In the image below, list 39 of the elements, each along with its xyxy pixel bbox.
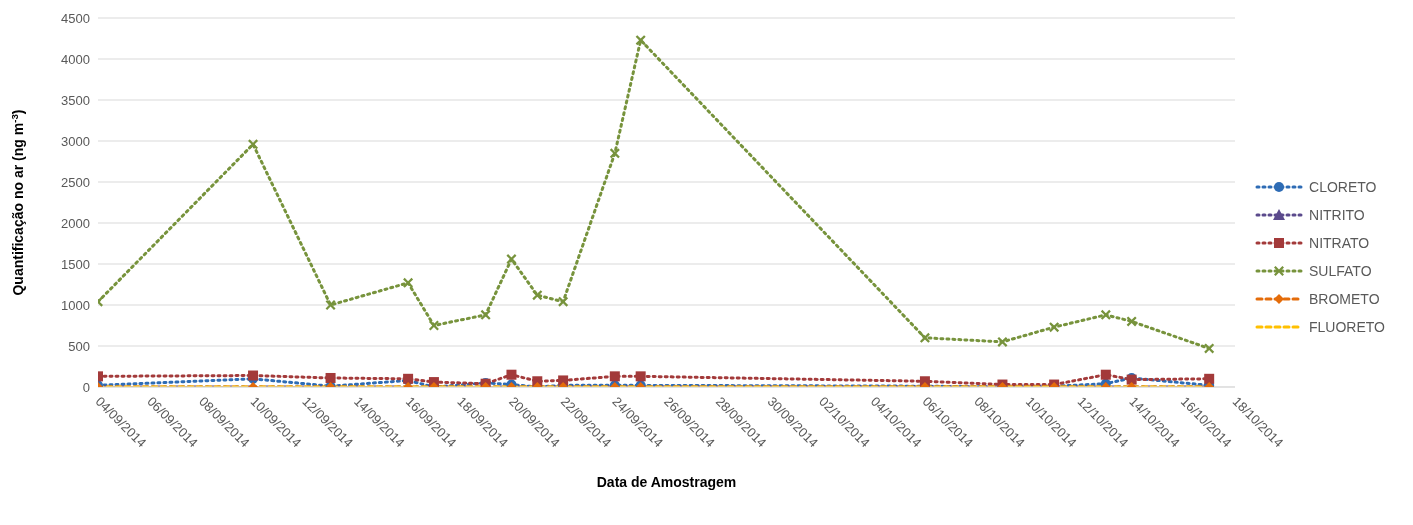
y-tick-label: 2000 xyxy=(61,215,90,231)
point xyxy=(1204,343,1215,354)
y-tick-label: 4000 xyxy=(61,51,90,67)
y-tick-label: 1500 xyxy=(61,256,90,272)
point xyxy=(609,371,620,382)
y-tick-label: 4500 xyxy=(61,10,90,26)
point xyxy=(558,375,569,386)
point xyxy=(325,372,336,383)
point xyxy=(1100,309,1111,320)
y-tick-label: 3000 xyxy=(61,133,90,149)
legend-label: FLUORETO xyxy=(1309,318,1385,335)
point xyxy=(635,371,646,382)
point xyxy=(325,300,336,310)
point xyxy=(480,309,491,320)
point xyxy=(1049,322,1060,333)
point xyxy=(428,320,439,331)
point xyxy=(997,336,1008,347)
point xyxy=(1100,369,1111,380)
point xyxy=(919,332,930,343)
point xyxy=(403,277,414,288)
legend-label: BROMETO xyxy=(1309,290,1380,307)
point xyxy=(506,254,517,265)
point xyxy=(1204,373,1215,384)
y-tick-label: 2500 xyxy=(61,174,90,190)
y-tick-label: 1000 xyxy=(61,297,90,313)
point xyxy=(558,296,569,307)
point xyxy=(609,148,620,159)
x-axis-title: Data de Amostragem xyxy=(596,474,737,490)
legend-label: NITRATO xyxy=(1309,234,1370,251)
point xyxy=(532,290,543,301)
y-tick-label: 500 xyxy=(68,338,90,354)
point xyxy=(248,139,259,150)
legend-label: NITRITO xyxy=(1309,206,1365,223)
point xyxy=(1126,316,1137,327)
point xyxy=(506,369,517,380)
y-tick-label: 3500 xyxy=(61,92,90,108)
y-tick-label: 0 xyxy=(82,379,90,395)
legend-label: SULFATO xyxy=(1309,262,1372,279)
legend-label: CLORETO xyxy=(1309,178,1377,195)
